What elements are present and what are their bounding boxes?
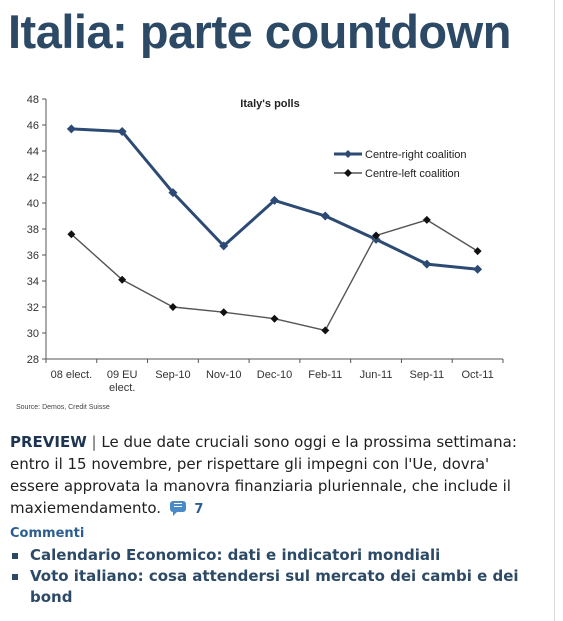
preview-separator: | bbox=[86, 433, 102, 451]
y-tick-label: 40 bbox=[27, 198, 39, 210]
data-point-centre-right bbox=[473, 264, 483, 274]
square-bullet-icon bbox=[12, 553, 18, 559]
legend-swatch-marker bbox=[344, 150, 352, 158]
polls-chart: 28 30 32 34 36 38 40 42 44 46 48 08 elect. 09 EU elec… bbox=[8, 80, 528, 420]
x-tick-label: elect. bbox=[109, 382, 135, 394]
y-tick-label: 36 bbox=[27, 250, 39, 262]
data-point-centre-right bbox=[117, 127, 127, 136]
x-tick-label: Sep-11 bbox=[410, 369, 445, 381]
preview-tag: PREVIEW bbox=[10, 433, 87, 451]
related-link-item: Voto italiano: cosa attendersi sul merca… bbox=[10, 566, 540, 608]
square-bullet-icon bbox=[12, 574, 18, 580]
data-point-centre-left bbox=[270, 314, 279, 323]
y-tick-label: 48 bbox=[27, 94, 39, 106]
x-tick-label: Feb-11 bbox=[308, 369, 342, 381]
column-divider bbox=[554, 0, 555, 621]
x-tick-label: Nov-10 bbox=[206, 369, 241, 381]
chart-title: Italy's polls bbox=[240, 98, 299, 110]
x-tick-label: Sep-10 bbox=[155, 369, 190, 381]
y-tick-label: 30 bbox=[27, 328, 39, 340]
x-tick-label: Jun-11 bbox=[360, 369, 393, 381]
article-headline: Italia: parte countdown bbox=[8, 5, 511, 58]
x-tick-label: Dec-10 bbox=[257, 369, 292, 381]
data-point-centre-left bbox=[118, 275, 127, 284]
data-point-centre-right bbox=[422, 259, 432, 269]
polls-chart-svg: 28 30 32 34 36 38 40 42 44 46 48 08 elect. 09 EUelec… bbox=[27, 94, 504, 394]
data-point-centre-left bbox=[67, 230, 76, 239]
x-tick-label: 09 EU bbox=[107, 369, 138, 381]
legend-swatch-marker bbox=[344, 169, 352, 177]
article-preview: PREVIEW | Le due date cruciali sono oggi… bbox=[10, 431, 530, 545]
data-point-centre-right bbox=[66, 124, 76, 134]
data-point-centre-right bbox=[270, 195, 279, 205]
y-tick-label: 34 bbox=[27, 276, 39, 288]
data-point-centre-left bbox=[321, 326, 330, 335]
y-tick-label: 28 bbox=[27, 354, 39, 366]
y-tick-label: 42 bbox=[27, 172, 39, 184]
x-tick-label: 08 elect. bbox=[51, 369, 93, 381]
data-point-centre-right bbox=[219, 241, 229, 251]
data-point-centre-right bbox=[168, 188, 178, 198]
data-point-centre-left bbox=[168, 303, 177, 311]
data-point-centre-left bbox=[219, 308, 228, 317]
related-link-calendar[interactable]: Calendario Economico: dati e indicatori … bbox=[30, 546, 441, 564]
related-link-item: Calendario Economico: dati e indicatori … bbox=[10, 545, 540, 566]
comment-bubble-icon bbox=[169, 501, 186, 516]
y-tick-label: 46 bbox=[27, 120, 39, 132]
y-tick-label: 32 bbox=[27, 302, 39, 314]
comments-label: Commenti bbox=[10, 526, 85, 541]
comments-count: 7 bbox=[194, 502, 204, 517]
data-point-centre-left bbox=[473, 247, 482, 256]
data-point-centre-left bbox=[372, 231, 381, 240]
legend-label: Centre-right coalition bbox=[365, 149, 467, 161]
data-point-centre-right bbox=[320, 211, 330, 221]
y-tick-label: 38 bbox=[27, 224, 39, 236]
related-link-voto[interactable]: Voto italiano: cosa attendersi sul merca… bbox=[30, 567, 519, 606]
y-tick-label: 44 bbox=[27, 146, 39, 158]
data-point-centre-left bbox=[422, 215, 431, 224]
comments-link[interactable]: 7 Commenti bbox=[10, 501, 204, 541]
chart-source-note: Source: Demos, Credit Suisse bbox=[16, 404, 110, 411]
x-tick-label: Oct-11 bbox=[462, 369, 494, 381]
preview-body: Le due date cruciali sono oggi e la pros… bbox=[10, 433, 517, 517]
legend-label: Centre-left coalition bbox=[365, 168, 460, 180]
related-links: Calendario Economico: dati e indicatori … bbox=[10, 545, 540, 608]
series-line-centre-left bbox=[70, 219, 478, 332]
